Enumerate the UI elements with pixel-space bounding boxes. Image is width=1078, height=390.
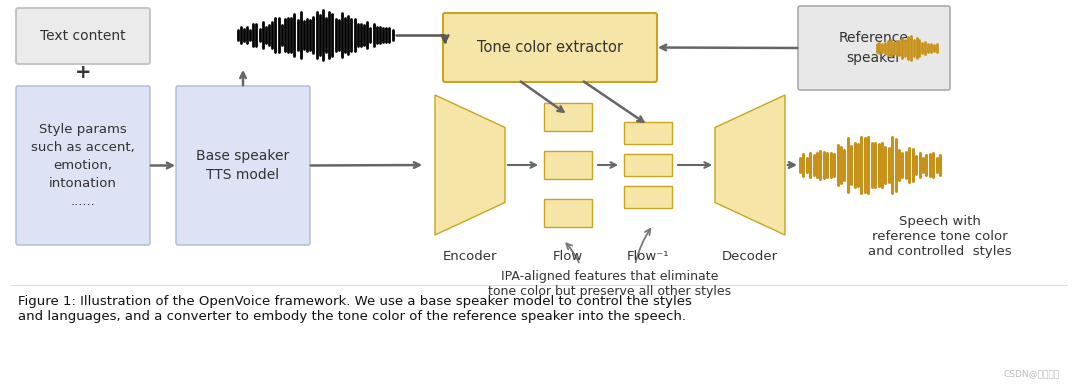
FancyBboxPatch shape [16,86,150,245]
Text: Flow: Flow [553,250,583,263]
Text: Encoder: Encoder [443,250,497,263]
FancyBboxPatch shape [798,6,950,90]
Text: Speech with
reference tone color
and controlled  styles: Speech with reference tone color and con… [868,215,1012,258]
Text: Style params
such as accent,
emotion,
intonation
......: Style params such as accent, emotion, in… [31,123,135,208]
Text: Flow⁻¹: Flow⁻¹ [626,250,669,263]
Text: +: + [74,62,92,82]
FancyBboxPatch shape [16,8,150,64]
FancyBboxPatch shape [624,122,672,144]
Text: IPA-aligned features that eliminate
tone color but preserve all other styles: IPA-aligned features that eliminate tone… [488,270,732,298]
Text: Decoder: Decoder [722,250,778,263]
Text: Text content: Text content [40,29,126,43]
Text: CSDN@夕月小记: CSDN@夕月小记 [1004,369,1060,378]
Text: Base speaker
TTS model: Base speaker TTS model [196,149,290,182]
Text: Tone color extractor: Tone color extractor [476,40,623,55]
Polygon shape [436,95,505,235]
FancyBboxPatch shape [544,151,592,179]
FancyBboxPatch shape [544,199,592,227]
Polygon shape [715,95,785,235]
FancyBboxPatch shape [176,86,310,245]
FancyBboxPatch shape [624,186,672,208]
Text: Reference
speaker: Reference speaker [839,31,909,65]
FancyBboxPatch shape [544,103,592,131]
FancyBboxPatch shape [443,13,657,82]
Text: Figure 1: Illustration of the OpenVoice framework. We use a base speaker model t: Figure 1: Illustration of the OpenVoice … [18,295,692,323]
FancyBboxPatch shape [624,154,672,176]
